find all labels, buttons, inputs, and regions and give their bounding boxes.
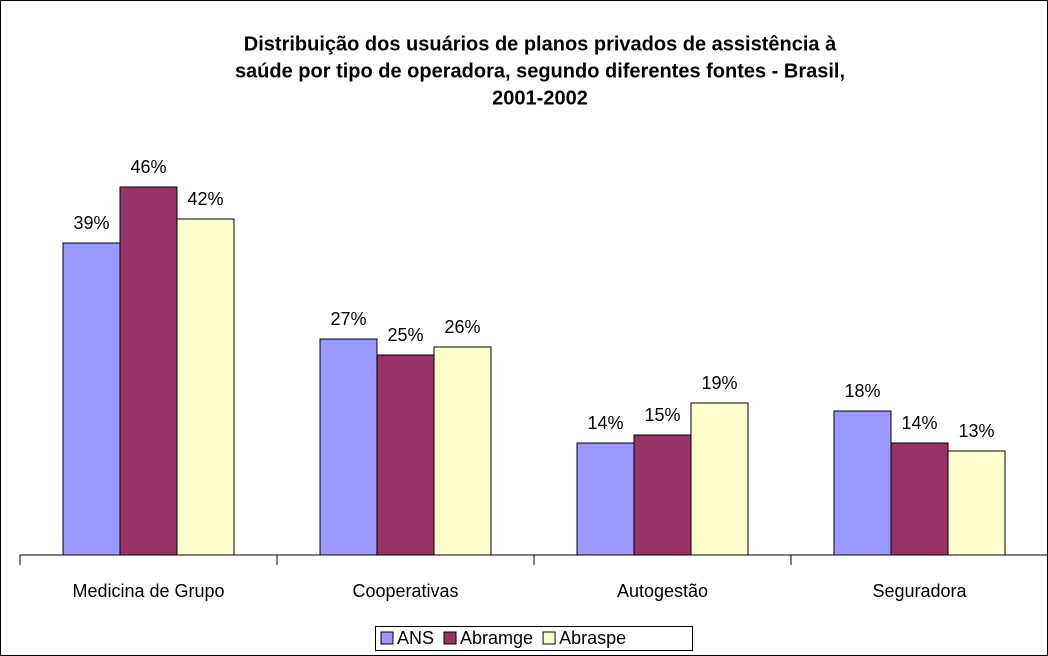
value-label: 27% (330, 309, 366, 329)
bar (62, 242, 121, 556)
bar (890, 442, 949, 556)
value-label: 13% (958, 421, 994, 441)
value-label: 42% (187, 189, 223, 209)
legend-swatch (380, 631, 394, 645)
value-label: 25% (387, 325, 423, 345)
bar (690, 402, 749, 556)
x-tick-label: Autogestão (617, 581, 708, 601)
legend-label: Abraspe (559, 628, 626, 648)
value-label: 14% (901, 413, 937, 433)
chart-title: 2001-2002 (492, 87, 588, 109)
legend-swatch (443, 631, 457, 645)
bar (376, 354, 435, 556)
bar (633, 434, 692, 556)
value-label: 26% (444, 317, 480, 337)
legend-box (375, 626, 693, 651)
legend-swatch (542, 631, 556, 645)
value-label: 39% (73, 213, 109, 233)
bar (947, 450, 1006, 556)
legend-label: ANS (397, 628, 434, 648)
value-label: 18% (844, 381, 880, 401)
chart-title: Distribuição dos usuários de planos priv… (244, 33, 837, 55)
chart-title: saúde por tipo de operadora, segundo dif… (235, 60, 845, 82)
bar (833, 410, 892, 556)
bar (319, 338, 378, 556)
value-label: 46% (130, 157, 166, 177)
bar (176, 218, 235, 556)
x-tick-label: Medicina de Grupo (72, 581, 224, 601)
x-tick-label: Cooperativas (352, 581, 458, 601)
bar (576, 442, 635, 556)
value-label: 15% (644, 405, 680, 425)
bar (433, 346, 492, 556)
value-label: 14% (587, 413, 623, 433)
value-label: 19% (701, 373, 737, 393)
legend-label: Abramge (460, 628, 533, 648)
bar (119, 186, 178, 556)
x-tick-label: Seguradora (872, 581, 967, 601)
